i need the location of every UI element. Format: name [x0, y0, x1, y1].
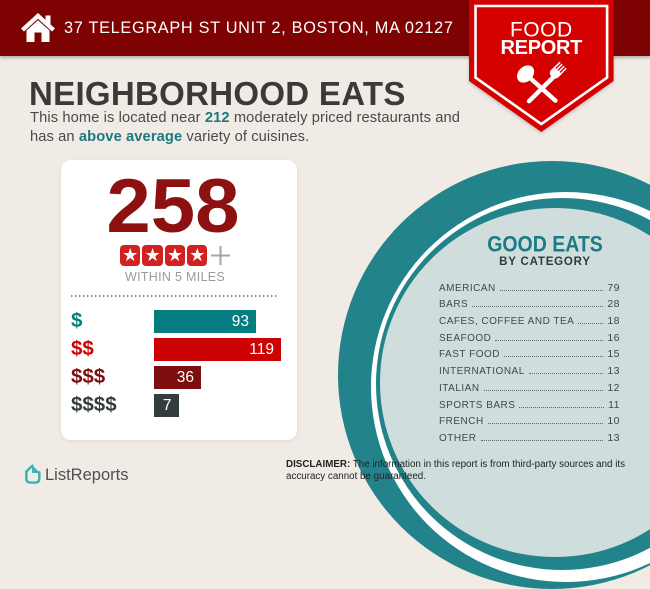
svg-text:FOOD: FOOD [510, 19, 573, 42]
svg-text:REPORT: REPORT [501, 37, 583, 59]
